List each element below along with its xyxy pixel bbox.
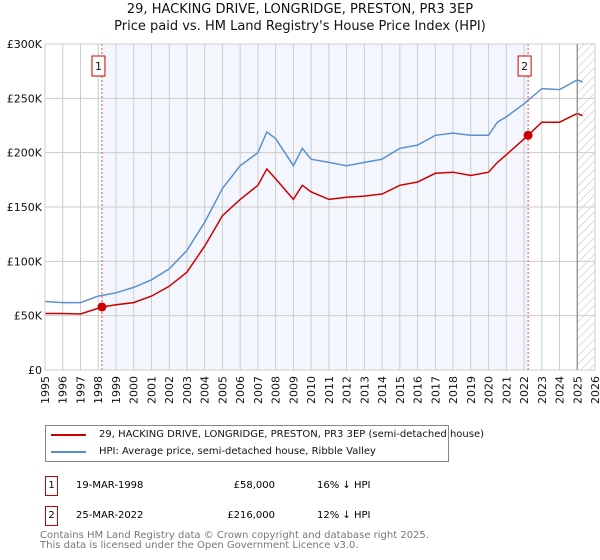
property-series-line bbox=[45, 112, 583, 315]
legend-swatch-blue bbox=[51, 451, 86, 453]
legend-label-hpi: HPI: Average price, semi-detached house,… bbox=[99, 446, 376, 457]
y-tick-label: £100K bbox=[7, 255, 43, 268]
x-tick-label: 2015 bbox=[394, 376, 407, 404]
x-tick-label: 2002 bbox=[163, 376, 176, 404]
sale-marker-badge: 1 bbox=[45, 476, 58, 496]
x-tick-label: 2006 bbox=[234, 376, 247, 404]
footer-licence: This data is licensed under the Open Gov… bbox=[40, 540, 359, 551]
sale-label-box bbox=[517, 55, 532, 77]
x-tick-label: 2025 bbox=[571, 376, 584, 404]
footer: Contains HM Land Registry data © Crown c… bbox=[40, 531, 429, 551]
y-tick-label: £50K bbox=[14, 310, 43, 323]
plot-area: 1 2 1995 1996 1997 1998 1999 2000 2001 2002 2003 20… bbox=[7, 38, 600, 404]
y-tick-label: £150K bbox=[7, 201, 43, 214]
sale-label: 1 bbox=[95, 60, 102, 73]
x-tick-label: 2014 bbox=[376, 376, 389, 404]
y-tick-label: £250K bbox=[7, 92, 43, 105]
x-tick-label: 2019 bbox=[465, 376, 478, 404]
sale-hpi-diff: 12% ↓ HPI bbox=[317, 510, 371, 521]
x-tick-label: 2007 bbox=[252, 376, 265, 404]
footer-copyright: Contains HM Land Registry data © Crown c… bbox=[40, 530, 429, 541]
x-tick-label: 1996 bbox=[57, 376, 70, 404]
legend-swatch-red bbox=[51, 434, 86, 436]
x-tick-label: 2012 bbox=[341, 376, 354, 404]
sale-row: 1 19-MAR-1998 £58,000 16% ↓ HPI bbox=[45, 476, 545, 496]
sale-label-box bbox=[91, 55, 106, 77]
x-tick-label: 2017 bbox=[429, 376, 442, 404]
sale-point bbox=[97, 302, 107, 312]
x-tick-label: 1995 bbox=[39, 376, 52, 404]
x-tick-label: 1997 bbox=[74, 376, 87, 404]
sale-marker-badge: 2 bbox=[45, 506, 58, 526]
y-tick-label: £300K bbox=[7, 38, 43, 51]
x-tick-label: 2023 bbox=[536, 376, 549, 404]
legend-label-property: 29, HACKING DRIVE, LONGRIDGE, PRESTON, P… bbox=[99, 429, 484, 440]
x-tick-label: 2020 bbox=[483, 376, 496, 404]
x-tick-label: 1999 bbox=[110, 376, 123, 404]
x-tick-label: 2005 bbox=[216, 376, 229, 404]
sale-date: 25-MAR-2022 bbox=[76, 510, 144, 521]
hpi-series-line bbox=[44, 79, 583, 304]
x-tick-label: 2024 bbox=[554, 376, 567, 404]
sale-price: £58,000 bbox=[233, 480, 275, 491]
legend: 29, HACKING DRIVE, LONGRIDGE, PRESTON, P… bbox=[45, 425, 484, 462]
sale-label: 2 bbox=[521, 60, 528, 73]
x-tick-label: 2009 bbox=[287, 376, 300, 404]
x-tick-label: 2018 bbox=[447, 376, 460, 404]
x-tick-label: 2001 bbox=[145, 376, 158, 404]
chart-title: 29, HACKING DRIVE, LONGRIDGE, PRESTON, P… bbox=[126, 2, 474, 17]
plot-frame bbox=[44, 43, 596, 371]
sale-hpi-diff: 16% ↓ HPI bbox=[317, 480, 371, 491]
x-tick-label: 2010 bbox=[305, 376, 318, 404]
x-tick-label: 2000 bbox=[128, 376, 141, 404]
sale-price: £216,000 bbox=[227, 510, 275, 521]
x-tick-label: 2016 bbox=[412, 376, 425, 404]
x-tick-label: 2011 bbox=[323, 376, 336, 404]
sale-date: 19-MAR-1998 bbox=[76, 480, 144, 491]
sale-point bbox=[523, 130, 533, 140]
y-tick-label: £0 bbox=[28, 364, 42, 377]
x-tick-label: 2008 bbox=[270, 376, 283, 404]
x-tick-label: 2003 bbox=[181, 376, 194, 404]
x-tick-label: 2021 bbox=[500, 376, 513, 404]
x-tick-label: 2013 bbox=[358, 376, 371, 404]
sale-row: 2 25-MAR-2022 £216,000 12% ↓ HPI bbox=[45, 506, 545, 526]
chart-subtitle: Price paid vs. HM Land Registry's House … bbox=[114, 19, 486, 34]
y-tick-label: £200K bbox=[7, 147, 43, 160]
x-tick-label: 1998 bbox=[92, 376, 105, 404]
x-tick-label: 2004 bbox=[199, 376, 212, 404]
x-tick-label: 2022 bbox=[518, 376, 531, 404]
x-tick-label: 2026 bbox=[589, 376, 600, 404]
